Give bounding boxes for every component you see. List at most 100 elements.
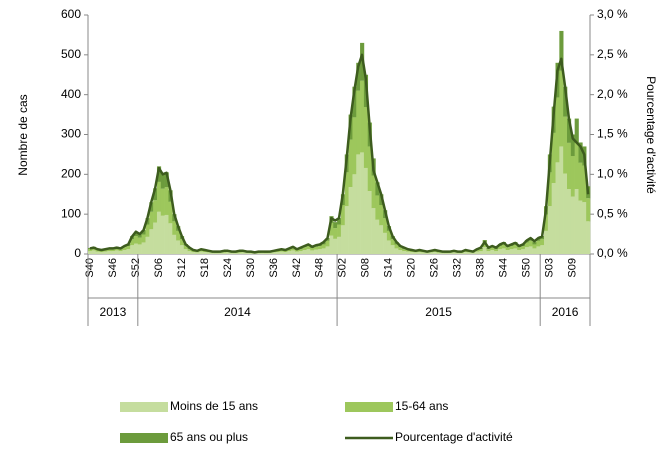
bar-segment [114, 250, 119, 254]
bar-segment [118, 249, 123, 252]
bar-segment [475, 251, 480, 254]
bar-segment [333, 238, 338, 254]
bar-segment [524, 247, 529, 254]
bar-segment [544, 230, 549, 254]
bar-segment [310, 250, 315, 254]
legend-label: 65 ans ou plus [170, 430, 248, 444]
bar-segment [563, 116, 568, 174]
bar-segment [164, 187, 169, 215]
bar-segment [582, 202, 587, 254]
bar-segment [356, 62, 361, 91]
bar-segment [544, 214, 549, 231]
bar-segment [325, 240, 330, 247]
bar-segment [314, 249, 319, 254]
bar-segment [122, 250, 127, 254]
bar-segment [352, 174, 357, 254]
year-label: 2014 [224, 305, 251, 319]
bar-segment [521, 249, 526, 254]
bar-segment [551, 132, 556, 184]
bar-segment [183, 249, 188, 254]
bar-segment [490, 247, 495, 251]
bar-segment [360, 80, 365, 153]
bar-segment [337, 224, 342, 237]
x-tick-label: S48 [314, 258, 326, 278]
bar-segment [532, 242, 537, 245]
bar-segment [91, 248, 96, 251]
bar-segment [559, 30, 564, 71]
bar-segment [95, 251, 100, 254]
bar-segment [559, 146, 564, 254]
y-tick-label: 600 [61, 7, 81, 21]
x-tick-label: S50 [521, 258, 533, 278]
x-tick-label: S46 [107, 258, 119, 278]
bar-segment [432, 250, 438, 253]
y2-axis-label: Pourcentage d'activité [644, 76, 658, 194]
bar-segment [275, 252, 280, 254]
bar-segment [578, 200, 583, 254]
x-tick-label: S24 [222, 258, 234, 278]
bar-segment [475, 250, 480, 252]
bar-segment [126, 249, 131, 254]
bar-segment [356, 154, 361, 254]
bar-segment [95, 250, 100, 252]
bar-segment [521, 246, 526, 250]
bar-segment [187, 249, 192, 252]
y2-tick-label: 3,0 % [597, 7, 628, 21]
bar-segment [156, 211, 162, 254]
bar-segment [394, 244, 399, 249]
bar-segment [582, 165, 587, 203]
bar-segment [352, 117, 357, 175]
year-label: 2013 [100, 305, 127, 319]
bar-segment [133, 243, 139, 254]
bar-segment [467, 252, 472, 254]
bar-segment [321, 244, 326, 249]
y-tick-label: 400 [61, 87, 81, 101]
x-tick-label: S18 [199, 258, 211, 278]
bar-segment [448, 252, 453, 254]
x-tick-label: S42 [291, 258, 303, 278]
bar-segment [574, 118, 579, 143]
bar-segment [421, 252, 426, 254]
bar-segment [149, 229, 154, 254]
bar-segment [160, 215, 165, 254]
bar-segment [505, 250, 510, 254]
bar-segment [264, 253, 269, 254]
bar-segment [463, 252, 468, 254]
bar-segment [294, 251, 300, 254]
bar-segment [107, 251, 112, 254]
bar-segment [570, 196, 575, 254]
bar-segment [202, 252, 208, 254]
y2-tick-label: 1,5 % [597, 127, 628, 141]
bar-segment [482, 247, 487, 254]
bar-segment [302, 250, 307, 254]
bar-segment [386, 240, 392, 254]
bar-segment [99, 252, 104, 254]
bar-segment [179, 239, 185, 246]
bar-segment [501, 248, 506, 254]
bar-segment [199, 250, 204, 252]
bar-segment [99, 250, 104, 253]
bar-segment [371, 175, 376, 209]
x-tick-label: S52 [130, 258, 142, 278]
bar-segment [149, 211, 154, 230]
bar-segment [486, 251, 491, 254]
bar-segment [532, 248, 537, 254]
bar-segment [141, 242, 146, 254]
bar-segment [168, 201, 173, 224]
bar-segment [218, 252, 223, 254]
bar-segment [260, 252, 265, 254]
bar-segment [114, 248, 119, 251]
activity-line [89, 53, 590, 254]
y-tick-label: 200 [61, 167, 81, 181]
bar-segment [402, 249, 407, 252]
bar-segment [130, 245, 135, 254]
bar-segment [222, 252, 227, 254]
bar-segment [494, 251, 499, 254]
x-tick-label: S32 [452, 258, 464, 278]
bar-segment [567, 118, 572, 143]
y2-tick-label: 0,0 % [597, 246, 628, 260]
bar-segment [429, 252, 434, 254]
bar-segment [379, 205, 384, 226]
bar-segment [547, 172, 552, 207]
bar-segment [176, 230, 181, 241]
